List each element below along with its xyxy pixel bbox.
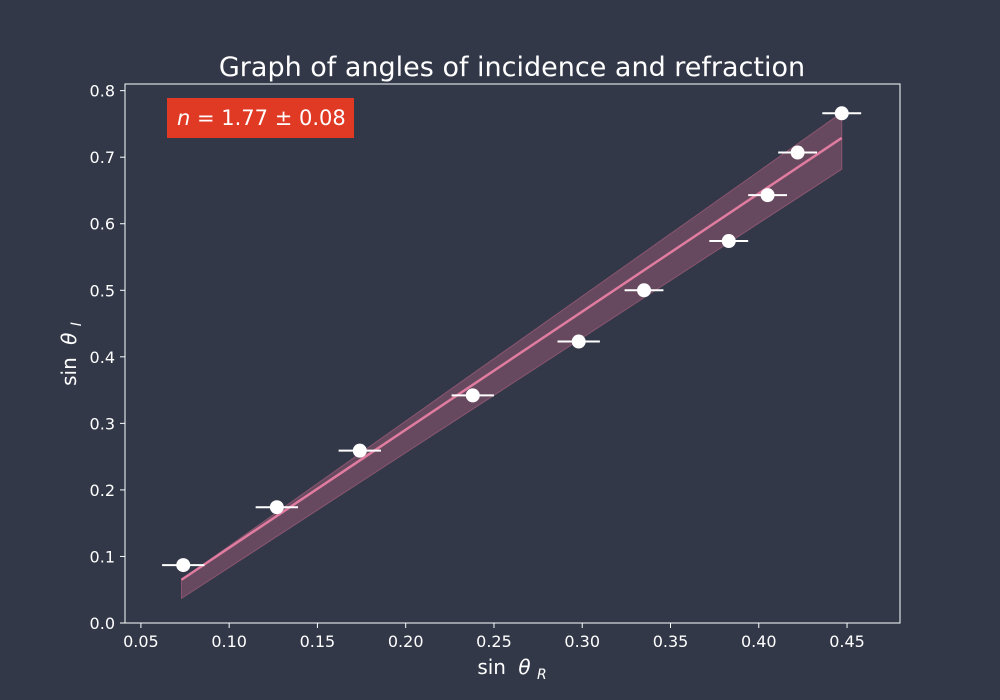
data-point	[571, 334, 586, 349]
y-axis-label-prefix: sin	[57, 357, 81, 386]
x-axis-label-symbol: θ	[518, 655, 530, 679]
x-axis-label-subscript: R	[537, 667, 547, 683]
annotation-variable: n	[177, 106, 190, 130]
fit-line-layer	[180, 136, 843, 581]
annotation-text: n = 1.77 ± 0.08	[177, 106, 346, 130]
annotation-box	[167, 98, 354, 138]
x-axis-ticks: 0.05 0.10 0.15 0.20 0.25 0.30 0.35 0.40 0.45	[123, 623, 865, 651]
data-point	[790, 145, 805, 160]
fit-uncertainty-band	[180, 111, 843, 600]
y-tick-label: 0.1	[90, 547, 115, 566]
x-tick-label: 0.40	[741, 632, 777, 651]
x-tick-label: 0.05	[123, 632, 159, 651]
x-axis-label-prefix: sin	[477, 655, 506, 679]
refractive-index-annotation: n = 1.77 ± 0.08	[167, 98, 354, 138]
y-axis-label-subscript: I	[69, 322, 85, 326]
data-point	[176, 558, 191, 573]
y-tick-label: 0.5	[90, 281, 115, 300]
plot-area-frame	[124, 83, 901, 624]
y-tick-label: 0.6	[90, 215, 115, 234]
y-tick-label: 0.7	[90, 148, 115, 167]
data-point	[269, 500, 284, 515]
fit-line	[180, 136, 843, 581]
y-axis-label: sin θ I	[57, 322, 85, 386]
data-points-layer	[176, 106, 849, 573]
x-tick-label: 0.25	[476, 632, 512, 651]
chart-title: Graph of angles of incidence and refract…	[219, 52, 805, 83]
x-tick-label: 0.20	[388, 632, 424, 651]
data-point	[465, 388, 480, 403]
data-point	[834, 106, 849, 121]
x-tick-label: 0.30	[564, 632, 600, 651]
x-tick-label: 0.45	[829, 632, 865, 651]
y-tick-label: 0.3	[90, 414, 115, 433]
data-point	[721, 234, 736, 249]
x-axis-label: sin θ R	[477, 655, 546, 683]
data-point	[760, 188, 775, 203]
data-point	[637, 283, 652, 298]
y-axis-ticks: 0.0 0.1 0.2 0.3 0.4 0.5 0.6 0.7 0.8	[90, 82, 125, 633]
x-tick-label: 0.10	[211, 632, 247, 651]
y-axis-label-symbol: θ	[57, 333, 81, 345]
data-point	[352, 443, 367, 458]
fit-uncertainty-band-layer	[180, 111, 843, 600]
y-tick-label: 0.4	[90, 348, 115, 367]
annotation-value: = 1.77 ± 0.08	[197, 106, 346, 130]
x-tick-label: 0.15	[300, 632, 336, 651]
y-tick-label: 0.8	[90, 82, 115, 101]
x-tick-label: 0.35	[653, 632, 689, 651]
y-tick-label: 0.2	[90, 481, 115, 500]
y-tick-label: 0.0	[90, 614, 115, 633]
